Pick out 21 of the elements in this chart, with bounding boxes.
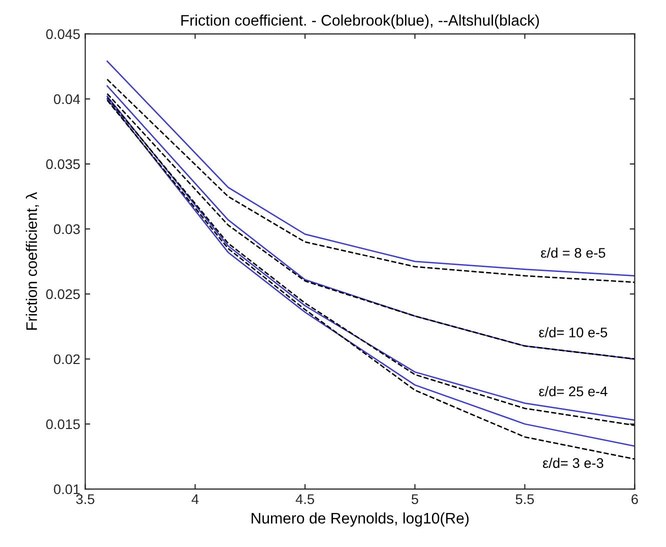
x-tick-label: 4	[192, 494, 199, 504]
x-tick-label: 5	[412, 494, 418, 504]
y-tick-label: 0.015	[46, 419, 80, 430]
x-tick-label: 5.5	[516, 494, 534, 504]
y-tick-label: 0.03	[54, 224, 80, 234]
y-tick-label: 0.035	[46, 159, 80, 170]
series-label: ε/d= 3 e-3	[542, 458, 604, 468]
y-tick-label: 0.01	[54, 484, 80, 494]
x-tick-label: 6	[632, 494, 638, 504]
x-tick-label: 3.5	[76, 494, 94, 504]
x-axis-title: Numero de Reynolds, log10(Re)	[252, 512, 469, 527]
y-tick-label: 0.045	[46, 29, 80, 40]
y-axis-title: Friction coefficient, λ	[26, 192, 39, 330]
y-tick-label: 0.02	[54, 354, 80, 364]
chart-title: Friction coefficient. - Colebrook(blue), --Altshul(black)	[181, 14, 539, 29]
y-tick-label: 0.025	[46, 289, 80, 300]
x-tick-label: 4.5	[296, 494, 314, 504]
y-tick-label: 0.04	[54, 94, 80, 104]
series-label: ε/d= 25 e-4	[539, 386, 608, 396]
series-label: ε/d = 8 e-5	[541, 248, 606, 258]
series-label: ε/d= 10 e-5	[539, 327, 608, 338]
